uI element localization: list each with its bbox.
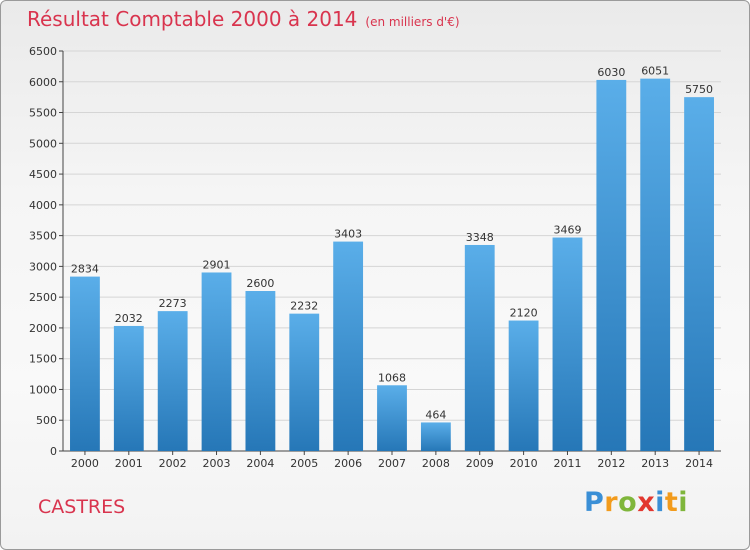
bar — [464, 244, 495, 451]
x-tick-label: 2008 — [422, 457, 450, 470]
x-tick-label: 2011 — [553, 457, 581, 470]
logo-letter: i — [655, 487, 665, 518]
y-tick-label: 3500 — [29, 230, 57, 243]
y-tick-label: 4500 — [29, 168, 57, 181]
bar-value-label: 3469 — [553, 224, 581, 237]
y-tick-label: 2000 — [29, 322, 57, 335]
bar-value-label: 2273 — [159, 297, 187, 310]
y-tick-label: 2500 — [29, 291, 57, 304]
y-tick-label: 6000 — [29, 76, 57, 89]
bar — [420, 422, 451, 451]
x-tick-label: 2013 — [641, 457, 669, 470]
y-tick-label: 500 — [36, 414, 57, 427]
y-tick-label: 4000 — [29, 199, 57, 212]
bar — [552, 237, 583, 451]
bar-value-label: 2600 — [246, 277, 274, 290]
y-tick-label: 1500 — [29, 353, 57, 366]
x-tick-label: 2005 — [290, 457, 318, 470]
bar-value-label: 464 — [425, 408, 446, 421]
bar — [289, 313, 320, 451]
bar-value-label: 5750 — [685, 83, 713, 96]
chart-title: Résultat Comptable 2000 à 2014 (en millie… — [27, 7, 460, 31]
bar-value-label: 2032 — [115, 312, 143, 325]
logo-letter: t — [664, 487, 679, 518]
x-tick-label: 2003 — [203, 457, 231, 470]
bar — [70, 276, 100, 451]
bar — [508, 320, 539, 451]
bar-value-label: 3348 — [466, 231, 494, 244]
bar-value-label: 2901 — [203, 258, 231, 271]
bar-value-label: 2232 — [290, 300, 318, 313]
bar-value-label: 1068 — [378, 371, 406, 384]
bar-value-label: 2120 — [510, 307, 538, 320]
chart-title-text: Résultat Comptable 2000 à 2014 — [27, 7, 358, 31]
y-tick-label: 5500 — [29, 107, 57, 120]
x-tick-label: 2007 — [378, 457, 406, 470]
bar — [596, 79, 627, 451]
x-tick-label: 2004 — [246, 457, 274, 470]
bar — [684, 97, 714, 452]
logo-letter: r — [604, 487, 619, 518]
y-tick-label: 6500 — [29, 45, 57, 58]
y-tick-label: 1000 — [29, 383, 57, 396]
bar — [113, 325, 144, 451]
bar-value-label: 2834 — [71, 263, 99, 276]
bar-value-label: 3403 — [334, 228, 362, 241]
bar — [201, 272, 232, 451]
x-tick-label: 2010 — [510, 457, 538, 470]
logo-letter: o — [618, 487, 638, 518]
bar — [333, 241, 364, 451]
location-label: CASTRES — [38, 496, 126, 518]
bar — [245, 291, 276, 451]
logo-letter: i — [678, 487, 689, 518]
bar — [157, 311, 188, 451]
x-tick-label: 2002 — [159, 457, 187, 470]
logo-letter: x — [637, 487, 656, 518]
proxiti-logo: Proxiti — [584, 487, 688, 518]
bar-value-label: 6051 — [641, 65, 669, 78]
bar-value-label: 6030 — [597, 66, 625, 79]
x-tick-label: 2006 — [334, 457, 362, 470]
x-tick-label: 2009 — [466, 457, 494, 470]
x-tick-label: 2014 — [685, 457, 713, 470]
y-tick-label: 5000 — [29, 137, 57, 150]
bar — [640, 78, 671, 451]
chart-title-unit: (en milliers d'€) — [365, 15, 460, 29]
logo-letter: P — [584, 487, 605, 518]
y-tick-label: 3000 — [29, 260, 57, 273]
x-tick-label: 2001 — [115, 457, 143, 470]
x-tick-label: 2000 — [71, 457, 99, 470]
bar — [377, 385, 407, 451]
y-tick-label: 0 — [50, 445, 57, 458]
x-tick-label: 2012 — [597, 457, 625, 470]
